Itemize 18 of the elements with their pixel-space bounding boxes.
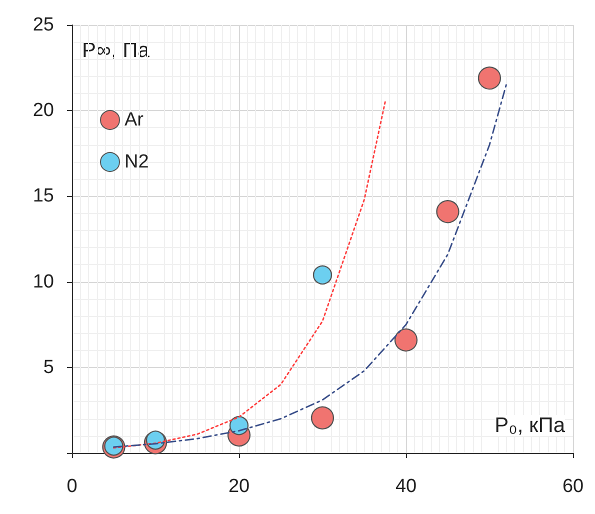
y-tick-label: 10: [32, 271, 54, 292]
y-tick-label: 5: [43, 356, 54, 378]
point: [394, 328, 418, 352]
point: [310, 406, 334, 430]
legend-label: N2: [124, 152, 149, 172]
point: [229, 416, 249, 436]
y-tick-label: 15: [32, 186, 54, 207]
x-tick-label: 20: [228, 476, 250, 497]
x-tick-label: 40: [395, 476, 417, 497]
x-axis-title: P₀, кПа: [494, 414, 566, 437]
point: [436, 200, 460, 224]
x-tick-label: 60: [562, 476, 584, 497]
legend-label: Ar: [124, 110, 144, 130]
y-tick-label: 20: [32, 100, 54, 122]
point: [478, 66, 502, 90]
x-tick-label: 0: [66, 476, 78, 497]
y-tick-label: 25: [32, 14, 54, 36]
point: [312, 265, 332, 285]
